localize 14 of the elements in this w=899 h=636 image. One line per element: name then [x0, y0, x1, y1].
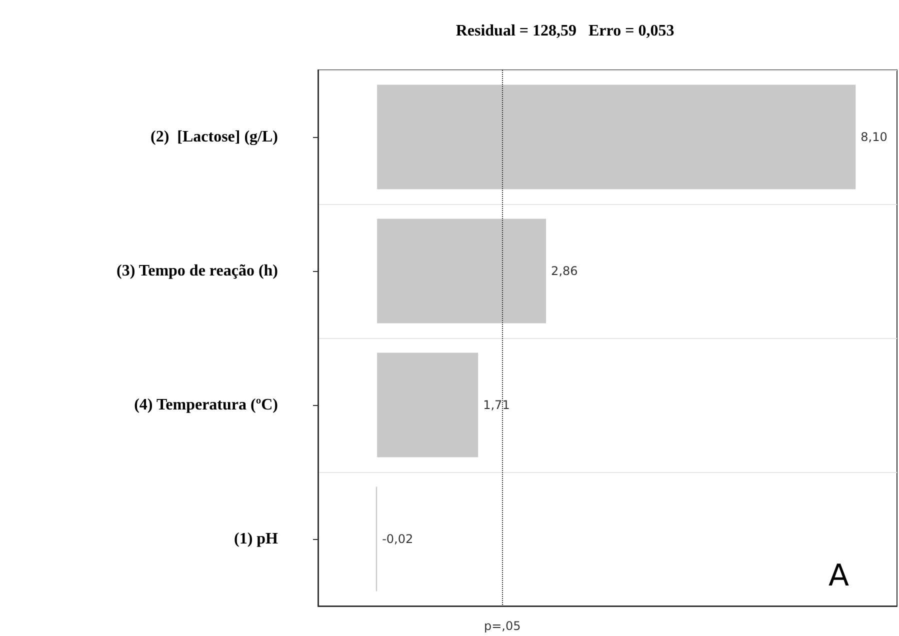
ref-line-label: p=,05 — [484, 619, 521, 633]
data-label: 8,10 — [860, 130, 888, 144]
bar — [377, 352, 478, 458]
y-tick-label: (3) Tempo de reação (h) — [116, 262, 278, 280]
annotation: A — [828, 558, 850, 594]
y-tick-label: (4) Temperatura (ºC) — [134, 396, 278, 414]
bar — [377, 84, 856, 190]
bar — [377, 218, 546, 324]
y-tick-label: (2) [Lactose] (g/L) — [150, 128, 278, 146]
data-label: 1,71 — [483, 398, 510, 412]
data-label: -0,02 — [382, 532, 414, 546]
y-tick-label: (1) pH — [234, 530, 279, 548]
chart-title: Residual = 128,59 Erro = 0,053 — [456, 22, 674, 40]
data-label: 2,86 — [551, 264, 578, 278]
